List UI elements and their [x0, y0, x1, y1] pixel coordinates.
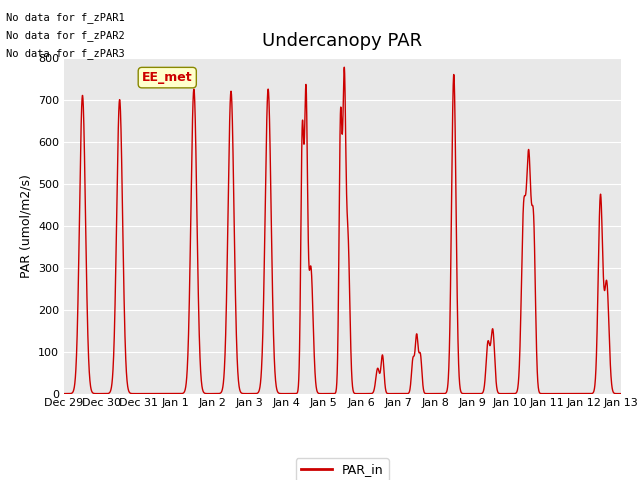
- Text: EE_met: EE_met: [142, 71, 193, 84]
- Legend: PAR_in: PAR_in: [296, 458, 389, 480]
- Text: No data for f_zPAR3: No data for f_zPAR3: [6, 48, 125, 60]
- Y-axis label: PAR (umol/m2/s): PAR (umol/m2/s): [19, 174, 33, 277]
- Text: No data for f_zPAR1: No data for f_zPAR1: [6, 12, 125, 23]
- Text: No data for f_zPAR2: No data for f_zPAR2: [6, 30, 125, 41]
- Title: Undercanopy PAR: Undercanopy PAR: [262, 33, 422, 50]
